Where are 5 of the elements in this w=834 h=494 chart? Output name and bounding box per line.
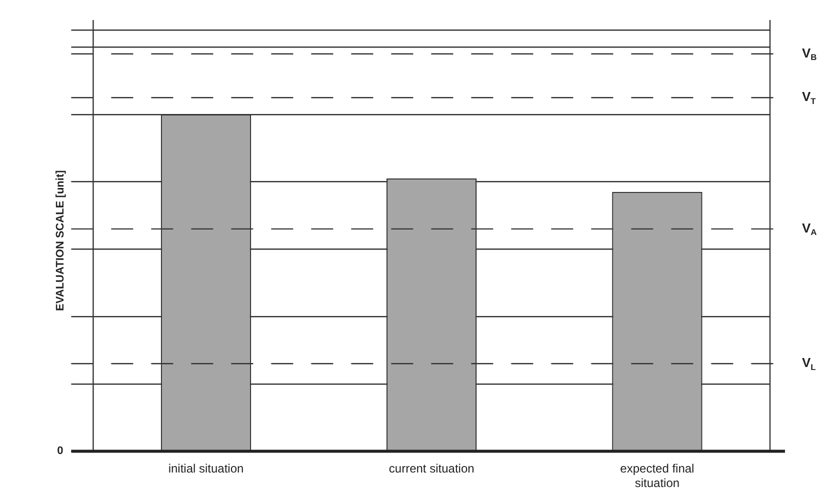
x-tick-label: expected final situation [620, 462, 694, 490]
x-tick-label: current situation [388, 462, 474, 476]
text: 0 [57, 445, 64, 458]
y-axis-title: EVALUATION SCALE [unit] [54, 170, 67, 311]
x-tick-label: initial situation [168, 462, 244, 476]
